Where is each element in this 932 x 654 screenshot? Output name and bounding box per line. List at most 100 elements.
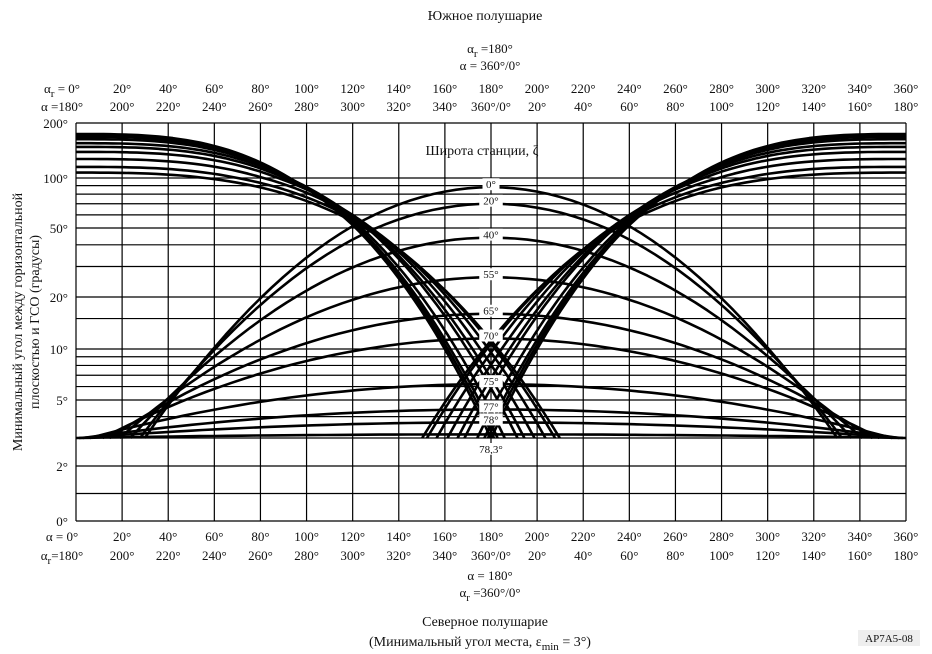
x-tick-label: 280° [294, 99, 319, 114]
x-tick-label: 260° [663, 529, 688, 544]
x-tick-label: α =180° [41, 99, 83, 114]
x-tick-label: 60° [620, 548, 638, 563]
x-tick-label: 340° [433, 548, 458, 563]
x-tick-label: 320° [386, 99, 411, 114]
series-label: 75° [483, 376, 498, 388]
x-tick-label: 80° [251, 529, 269, 544]
series-label: 78° [483, 414, 498, 426]
series-label-bg [479, 194, 503, 207]
x-tick-label: 340° [848, 529, 873, 544]
series-label: 65° [483, 306, 498, 318]
series-label: 70° [483, 331, 498, 343]
x-tick-label: 180° [479, 81, 504, 96]
curve-right-40° [435, 157, 906, 439]
x-tick-label: 160° [848, 548, 873, 563]
x-tick-label: 360° [894, 529, 919, 544]
x-tick-label: 60° [620, 99, 638, 114]
x-tick-label: α = 0° [46, 529, 78, 544]
x-tick-label: 200° [110, 548, 135, 563]
bottom-center-line1: α = 180° [467, 568, 512, 583]
y-tick-label: 50° [50, 221, 68, 236]
series-label-bg [479, 329, 503, 342]
figure-id-box [858, 630, 920, 646]
x-tick-label: 200° [525, 529, 550, 544]
x-tick-label: 80° [666, 99, 684, 114]
x-bottom-row1: α = 0° 20° 40° 60° 80° 100° 120° 140° 160° 180° 20… [46, 529, 919, 544]
x-tick-label: 40° [574, 548, 592, 563]
x-tick-label: 320° [386, 548, 411, 563]
x-tick-label: 280° [709, 81, 734, 96]
series-label-bg [479, 228, 503, 241]
figure-id: AP7A5-08 [865, 633, 913, 645]
y-ticks: 0° 2° 5° 10° 20° 50° 100° 200° [43, 116, 68, 529]
x-tick-label: 200° [525, 81, 550, 96]
x-tick-label: 260° [663, 81, 688, 96]
x-tick-label: 40° [159, 81, 177, 96]
legend-title: Широта станции, ζ [426, 144, 539, 159]
x-tick-label: 20° [113, 529, 131, 544]
series-label: 55° [483, 269, 498, 281]
series-label-bg [479, 304, 503, 317]
top-center-line2: α = 360°/0° [460, 58, 521, 73]
series-label: 78,3° [479, 444, 503, 456]
x-tick-label: 100° [709, 99, 734, 114]
curve-right-78,3° [490, 132, 906, 439]
curves [75, 132, 907, 440]
x-top-row2: α =180° 200° 220° 240° 260° 280° 300° 320° 340° 3… [41, 99, 918, 114]
x-tick-label: 20° [528, 548, 546, 563]
x-tick-label: 160° [433, 81, 458, 96]
curve-arch-78,3° [75, 433, 907, 440]
x-tick-label: 60° [205, 529, 223, 544]
x-tick-label: 240° [617, 81, 642, 96]
x-tick-label: 120° [755, 99, 780, 114]
series-label-bg [479, 268, 503, 281]
x-tick-label: 140° [386, 529, 411, 544]
y-tick-label: 200° [43, 116, 68, 131]
x-tick-label: 220° [156, 548, 181, 563]
curve-right-0° [421, 171, 906, 439]
series-label-bg [479, 400, 503, 413]
x-tick-label: 360°/0° [471, 99, 511, 114]
y-tick-label: 2° [56, 459, 68, 474]
x-tick-label: 20° [528, 99, 546, 114]
y-tick-label: 5° [56, 393, 68, 408]
x-tick-label: 100° [709, 548, 734, 563]
series-label: 20° [483, 196, 498, 208]
series-label: 40° [483, 230, 498, 242]
x-tick-label: 140° [801, 548, 826, 563]
x-tick-label: 140° [801, 99, 826, 114]
series-label-bg [472, 443, 510, 455]
x-tick-label: 240° [617, 529, 642, 544]
curve-right-20° [425, 165, 906, 439]
x-tick-label: 220° [156, 99, 181, 114]
x-tick-label: 260° [248, 548, 273, 563]
x-tick-label: αr = 0° [44, 81, 80, 100]
x-tick-label: 360° [894, 81, 919, 96]
y-tick-label: 0° [56, 514, 68, 529]
x-tick-label: 100° [294, 529, 319, 544]
chart-title: Южное полушарие [428, 9, 543, 24]
curve-left-0° [76, 171, 561, 439]
x-bottom-row2: αr=180° 200° 220° 240° 260° 280° 300° 320° 340° 3… [41, 548, 919, 567]
x-tick-label: 140° [386, 81, 411, 96]
x-tick-label: 180° [894, 99, 919, 114]
x-tick-label: 120° [755, 548, 780, 563]
x-tick-label: 260° [248, 99, 273, 114]
series-label: 77° [483, 402, 498, 414]
x-tick-label: αr=180° [41, 548, 84, 567]
series-label: 0° [486, 179, 496, 191]
chart-subtitle: Северное полушарие [422, 615, 548, 630]
y-tick-label: 10° [50, 342, 68, 357]
x-tick-label: 240° [202, 99, 227, 114]
x-tick-label: 180° [894, 548, 919, 563]
x-tick-label: 360°/0° [471, 548, 511, 563]
x-tick-label: 180° [479, 529, 504, 544]
top-center-line1: αr =180° [467, 41, 513, 60]
series-labels: 0° 20° 40° 55° 65° 70° 75° 77°78° 78,3° [472, 178, 510, 456]
x-tick-label: 80° [251, 81, 269, 96]
x-tick-label: 60° [205, 81, 223, 96]
x-tick-label: 20° [113, 81, 131, 96]
x-tick-label: 40° [574, 99, 592, 114]
series-label-bg [479, 375, 503, 388]
